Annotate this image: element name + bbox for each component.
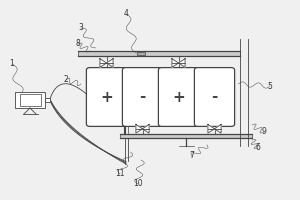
Polygon shape: [136, 124, 142, 133]
Text: 9: 9: [262, 128, 266, 136]
Polygon shape: [172, 59, 178, 67]
Polygon shape: [142, 124, 149, 133]
Text: 11: 11: [115, 170, 125, 178]
FancyBboxPatch shape: [122, 68, 163, 126]
Text: 5: 5: [268, 82, 272, 90]
Polygon shape: [178, 59, 185, 67]
Polygon shape: [100, 59, 106, 67]
Polygon shape: [214, 124, 221, 133]
Text: 4: 4: [124, 9, 128, 19]
Text: 8: 8: [76, 40, 80, 48]
Bar: [20, 94, 41, 106]
Text: 10: 10: [133, 180, 143, 188]
Text: 7: 7: [190, 152, 194, 160]
Text: 2: 2: [64, 75, 68, 84]
Bar: [45, 98, 50, 102]
FancyBboxPatch shape: [194, 68, 235, 126]
FancyBboxPatch shape: [86, 68, 127, 126]
Bar: [78, 51, 240, 56]
Bar: [136, 52, 145, 55]
Text: +: +: [172, 90, 185, 104]
Bar: [15, 92, 45, 108]
Text: 1: 1: [10, 60, 14, 68]
Text: -: -: [211, 90, 218, 104]
Text: -: -: [139, 90, 146, 104]
Text: 6: 6: [256, 144, 260, 152]
Bar: [120, 134, 252, 138]
Polygon shape: [106, 59, 113, 67]
Text: 3: 3: [79, 23, 83, 32]
FancyBboxPatch shape: [158, 68, 199, 126]
Text: +: +: [100, 90, 113, 104]
Polygon shape: [208, 124, 214, 133]
